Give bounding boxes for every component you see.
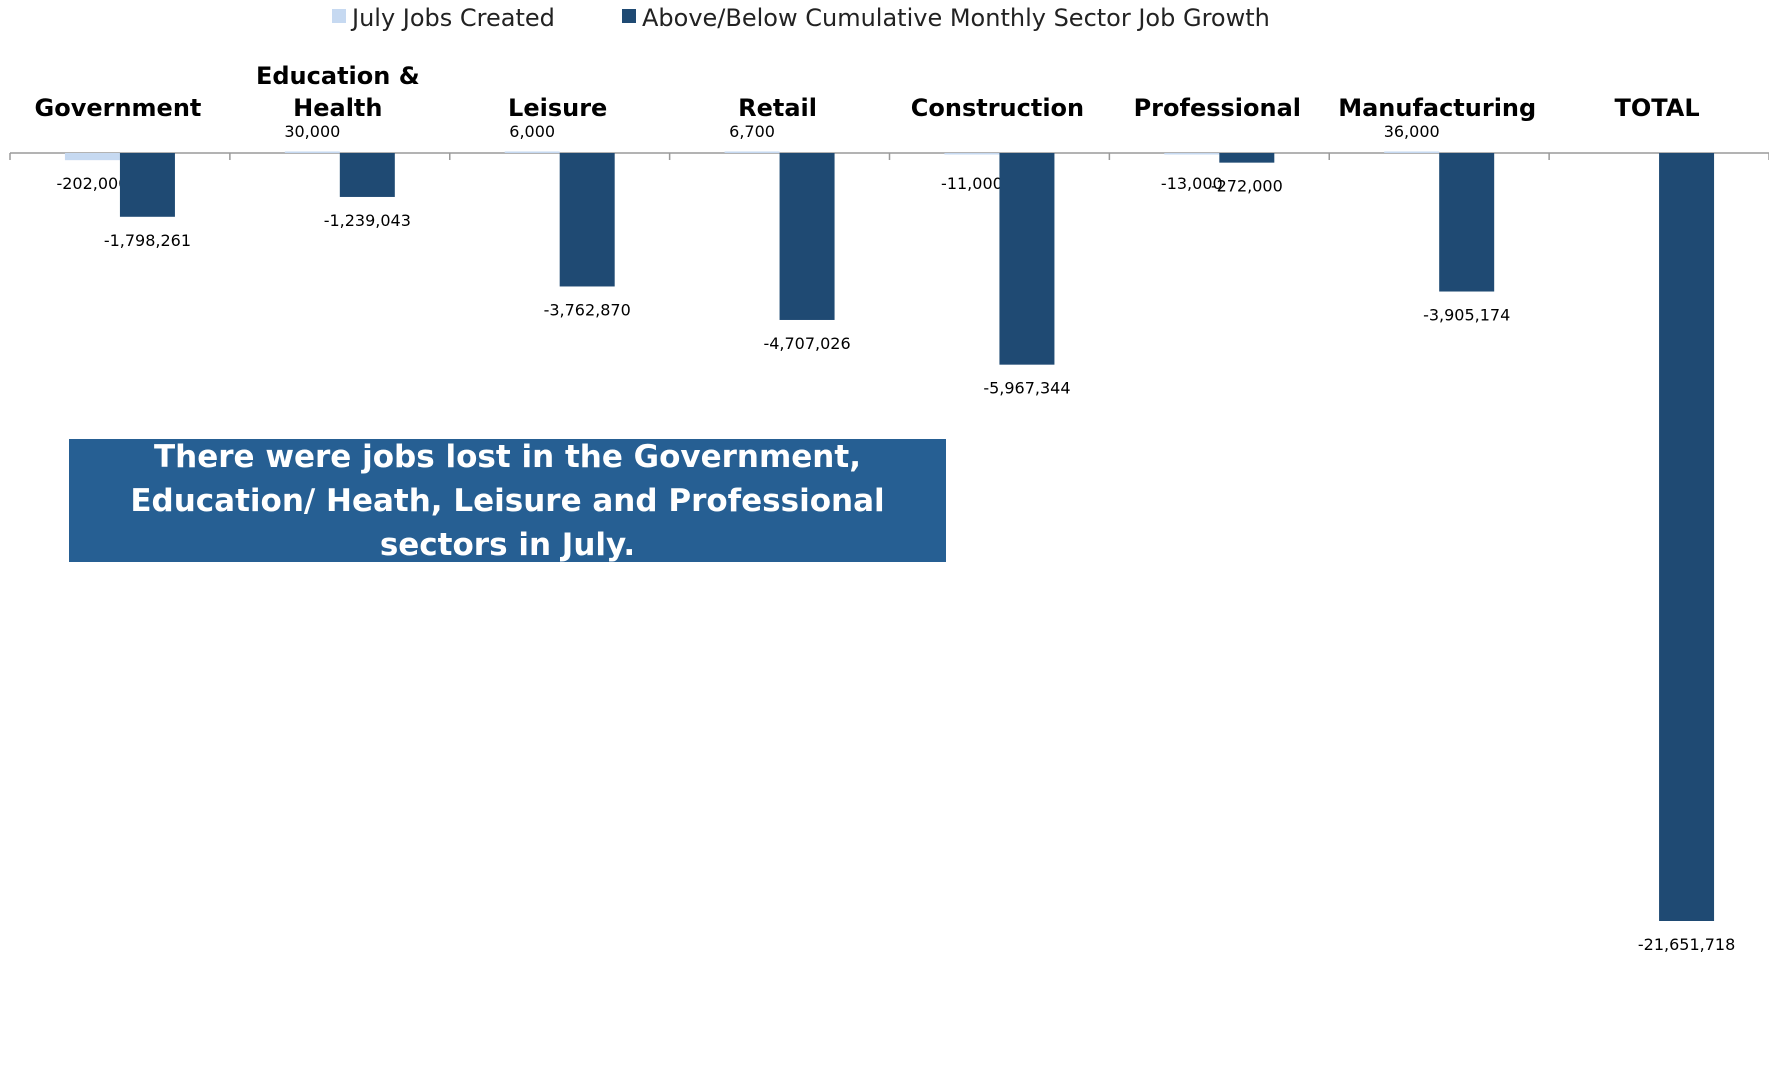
data-label: -13,000 bbox=[1161, 174, 1223, 193]
data-label: 30,000 bbox=[284, 122, 340, 141]
data-label: 6,000 bbox=[509, 122, 555, 141]
category-label: Government bbox=[35, 94, 202, 122]
bar-july-jobs bbox=[64, 153, 120, 161]
bar-cumulative bbox=[559, 153, 615, 287]
category-label: Professional bbox=[1134, 94, 1301, 122]
data-label: -21,651,718 bbox=[1638, 935, 1735, 954]
bar-cumulative bbox=[1659, 153, 1715, 921]
data-label: -3,762,870 bbox=[544, 300, 631, 319]
bar-july-jobs bbox=[1164, 153, 1220, 155]
data-label: -3,905,174 bbox=[1423, 306, 1510, 325]
bar-july-jobs bbox=[724, 151, 780, 153]
bar-july-jobs bbox=[504, 151, 560, 153]
data-label: -4,707,026 bbox=[763, 334, 850, 353]
category-label: TOTAL bbox=[1614, 94, 1699, 122]
category-label: Leisure bbox=[508, 94, 607, 122]
category-label: Retail bbox=[738, 94, 817, 122]
bar-cumulative bbox=[339, 153, 395, 197]
bar-july-jobs bbox=[944, 153, 1000, 155]
category-label: Health bbox=[293, 94, 382, 122]
bar-cumulative bbox=[119, 153, 175, 217]
data-label: -5,967,344 bbox=[983, 379, 1070, 398]
data-label: -1,239,043 bbox=[324, 211, 411, 230]
bar-july-jobs bbox=[284, 151, 340, 153]
bar-july-jobs bbox=[1384, 151, 1440, 153]
bar-cumulative bbox=[1219, 153, 1275, 163]
bar-cumulative bbox=[999, 153, 1055, 365]
legend-swatch-1 bbox=[332, 9, 346, 23]
data-label: -272,000 bbox=[1211, 177, 1283, 196]
category-label: Manufacturing bbox=[1338, 94, 1536, 122]
data-label: 36,000 bbox=[1384, 122, 1440, 141]
legend-swatch-2 bbox=[622, 9, 636, 23]
callout-box: There were jobs lost in the Government, … bbox=[69, 439, 946, 563]
legend-label-2: Above/Below Cumulative Monthly Sector Jo… bbox=[642, 4, 1270, 32]
data-label: -1,798,261 bbox=[104, 231, 191, 250]
bar-cumulative bbox=[1439, 153, 1495, 292]
data-label: 6,700 bbox=[729, 122, 775, 141]
data-label: -202,000 bbox=[56, 174, 128, 193]
legend-label-1: July Jobs Created bbox=[350, 4, 555, 32]
data-label: -11,000 bbox=[941, 174, 1003, 193]
callout-text: There were jobs lost in the Government, … bbox=[130, 438, 885, 563]
category-label: Education & bbox=[256, 62, 420, 90]
category-label: Construction bbox=[911, 94, 1084, 122]
bar-cumulative bbox=[779, 153, 835, 320]
